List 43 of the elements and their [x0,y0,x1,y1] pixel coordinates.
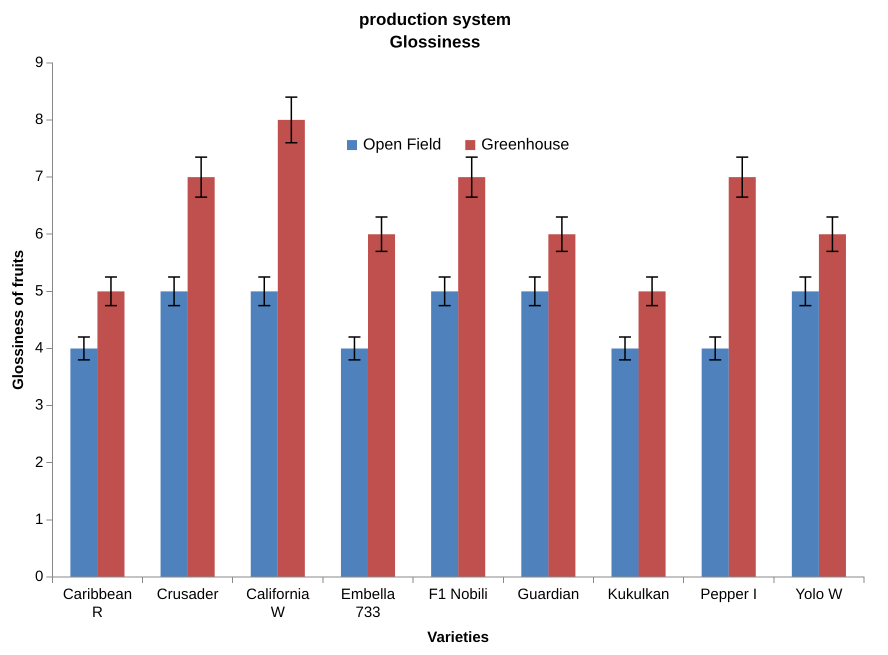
bar [188,177,215,576]
y-tick-label: 8 [35,111,44,128]
legend-label: Greenhouse [481,136,570,154]
legend-label: Open Field [363,136,442,154]
x-tick-label: Crusader [156,586,218,604]
chart-subtitle: Glossiness [390,32,480,52]
y-tick-label: 9 [35,54,44,71]
bar [70,348,98,576]
bar [368,234,396,576]
x-tick-label: California W [246,586,310,622]
bar [278,120,305,576]
y-tick-label: 7 [35,168,44,186]
bar [160,291,188,576]
bar [818,234,846,576]
y-tick-label: 6 [35,225,44,242]
x-tick-label: Kukulkan [608,586,670,604]
y-tick-label: 3 [35,396,44,414]
y-axis-title: Glossiness of fruits [10,250,28,390]
y-tick-label: 2 [35,454,44,471]
x-tick-label: Embella 733 [340,586,396,622]
x-tick-label: F1 Nobili [428,586,488,604]
bar [638,291,666,576]
y-tick-label: 4 [35,340,44,357]
bar [548,234,576,576]
bar [792,291,819,576]
y-tick-label: 5 [35,282,44,300]
bar [97,291,124,576]
bar [431,291,458,576]
x-tick-label: Pepper I [700,586,758,604]
bar [521,291,548,576]
bar [728,177,756,576]
x-axis-title: Varieties [427,629,490,646]
x-tick-label: Yolo W [795,586,844,604]
bar [250,291,278,576]
chart-title: production system [358,10,512,29]
y-tick-label: 0 [35,568,44,586]
bar [458,177,486,576]
y-tick-label: 1 [35,511,44,528]
x-tick-label: Guardian [517,586,580,604]
x-tick-label: Caribbean R [62,586,132,622]
bar [340,348,368,576]
bar [611,348,639,576]
bar [702,348,729,576]
